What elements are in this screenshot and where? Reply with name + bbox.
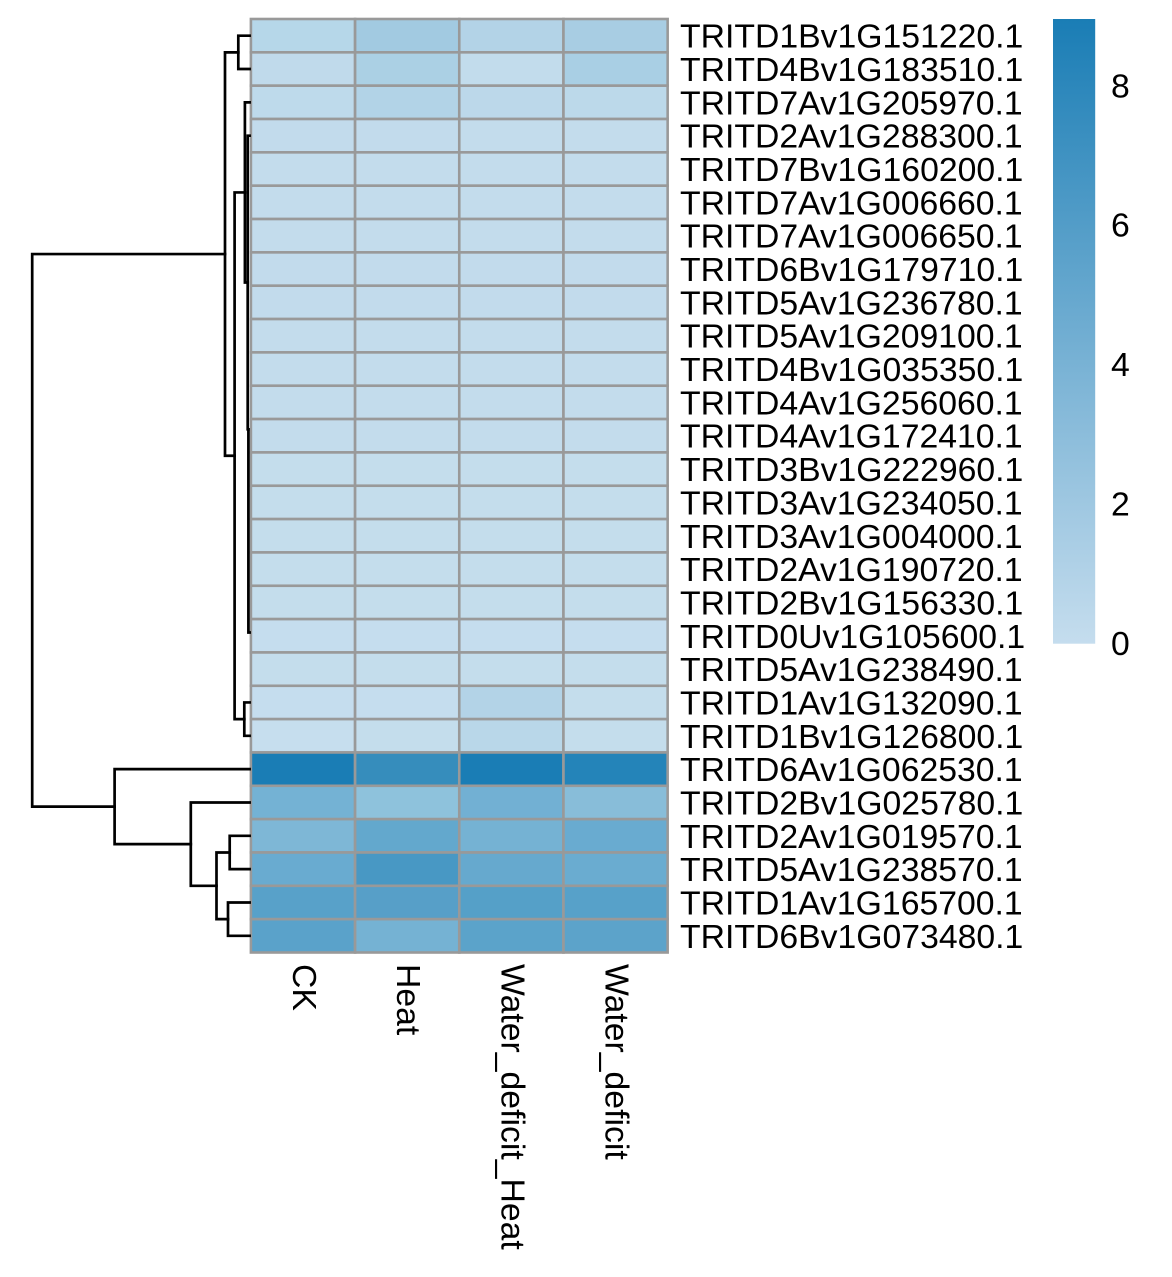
svg-text:TRITD3Bv1G222960.1: TRITD3Bv1G222960.1 xyxy=(680,451,1023,489)
svg-text:TRITD2Bv1G156330.1: TRITD2Bv1G156330.1 xyxy=(680,584,1023,622)
svg-text:TRITD2Av1G190720.1: TRITD2Av1G190720.1 xyxy=(680,551,1023,589)
svg-text:TRITD4Av1G172410.1: TRITD4Av1G172410.1 xyxy=(680,418,1023,456)
svg-text:CK: CK xyxy=(285,964,323,1011)
svg-text:TRITD7Av1G205970.1: TRITD7Av1G205970.1 xyxy=(680,84,1023,122)
svg-text:TRITD1Av1G165700.1: TRITD1Av1G165700.1 xyxy=(680,884,1023,922)
svg-text:TRITD6Av1G062530.1: TRITD6Av1G062530.1 xyxy=(680,751,1023,789)
svg-text:6: 6 xyxy=(1111,207,1130,245)
svg-text:TRITD2Av1G019570.1: TRITD2Av1G019570.1 xyxy=(680,818,1023,856)
svg-text:4: 4 xyxy=(1111,346,1130,384)
svg-text:Water_deficit_Heat: Water_deficit_Heat xyxy=(493,964,531,1250)
svg-text:TRITD5Av1G238570.1: TRITD5Av1G238570.1 xyxy=(680,851,1023,889)
svg-text:8: 8 xyxy=(1111,67,1130,105)
svg-text:TRITD2Av1G288300.1: TRITD2Av1G288300.1 xyxy=(680,118,1023,156)
svg-text:TRITD1Bv1G126800.1: TRITD1Bv1G126800.1 xyxy=(680,718,1023,756)
svg-text:TRITD2Bv1G025780.1: TRITD2Bv1G025780.1 xyxy=(680,784,1023,822)
svg-text:TRITD3Av1G234050.1: TRITD3Av1G234050.1 xyxy=(680,484,1023,522)
svg-text:TRITD4Bv1G183510.1: TRITD4Bv1G183510.1 xyxy=(680,51,1023,89)
svg-text:TRITD1Bv1G151220.1: TRITD1Bv1G151220.1 xyxy=(680,18,1023,56)
svg-text:TRITD7Bv1G160200.1: TRITD7Bv1G160200.1 xyxy=(680,151,1023,189)
svg-text:TRITD5Av1G209100.1: TRITD5Av1G209100.1 xyxy=(680,318,1023,356)
svg-text:Heat: Heat xyxy=(389,964,427,1036)
svg-text:TRITD4Av1G256060.1: TRITD4Av1G256060.1 xyxy=(680,384,1023,422)
svg-text:TRITD3Av1G004000.1: TRITD3Av1G004000.1 xyxy=(680,518,1023,556)
svg-text:TRITD7Av1G006650.1: TRITD7Av1G006650.1 xyxy=(680,218,1023,256)
svg-text:TRITD0Uv1G105600.1: TRITD0Uv1G105600.1 xyxy=(680,618,1025,656)
svg-text:TRITD1Av1G132090.1: TRITD1Av1G132090.1 xyxy=(680,684,1023,722)
svg-text:TRITD5Av1G238490.1: TRITD5Av1G238490.1 xyxy=(680,651,1023,689)
svg-text:2: 2 xyxy=(1111,486,1130,524)
svg-text:TRITD6Bv1G179710.1: TRITD6Bv1G179710.1 xyxy=(680,251,1023,289)
svg-text:Water_deficit: Water_deficit xyxy=(598,964,636,1160)
svg-text:TRITD6Bv1G073480.1: TRITD6Bv1G073480.1 xyxy=(680,918,1023,956)
svg-text:TRITD4Bv1G035350.1: TRITD4Bv1G035350.1 xyxy=(680,351,1023,389)
svg-text:TRITD7Av1G006660.1: TRITD7Av1G006660.1 xyxy=(680,184,1023,222)
svg-text:0: 0 xyxy=(1111,625,1130,663)
svg-text:TRITD5Av1G236780.1: TRITD5Av1G236780.1 xyxy=(680,284,1023,322)
